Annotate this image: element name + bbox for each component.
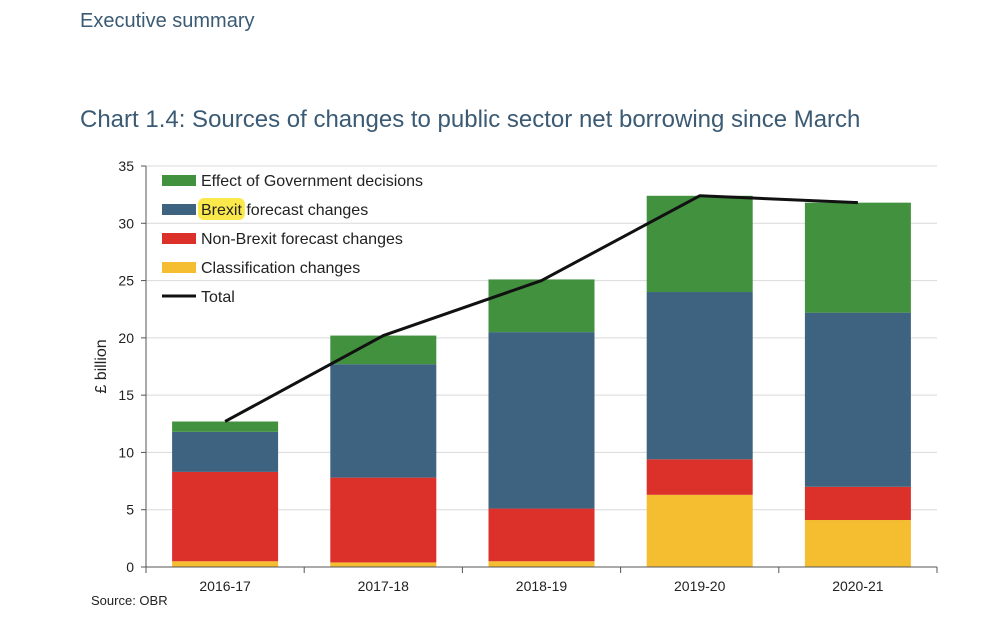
bar-segment-effect-of-government-decisions [804,202,911,313]
legend-color-swatch [162,233,196,244]
legend-highlight-marker [198,198,245,220]
legend-label-rest: forecast changes [242,202,368,219]
bar-segment-non-brexit-forecast-changes [172,471,279,562]
bar-segment-classification-changes [172,561,279,567]
y-tick-label: 10 [118,444,134,460]
bar-segment-classification-changes [804,520,911,567]
bar-segment-classification-changes [488,561,595,567]
legend-item: Classification changes [162,260,360,277]
bar-segment-brexit-forecast-changes [172,431,279,472]
bar-segment-non-brexit-forecast-changes [330,477,437,563]
legend-item: Non-Brexit forecast changes [162,231,403,248]
legend-label: Total [201,289,235,306]
bar-segment-classification-changes [646,494,753,567]
total-line [224,194,858,423]
y-tick-label: 20 [118,330,134,346]
x-tick-label: 2018-19 [516,578,568,594]
bar-segment-brexit-forecast-changes [488,332,595,509]
bar-segment-effect-of-government-decisions [488,279,595,333]
legend-label: Effect of Government decisions [201,173,423,190]
legend-color-swatch [162,204,196,215]
y-tick-label: 5 [126,502,134,518]
bar-segment-brexit-forecast-changes [330,364,437,478]
y-tick-label: 35 [118,158,134,174]
x-tick-label: 2020-21 [832,578,884,594]
legend-item: Total [162,289,235,306]
chart-title: Chart 1.4: Sources of changes to public … [80,106,861,133]
y-tick-label: 25 [118,273,134,289]
bar-segment-brexit-forecast-changes [646,292,753,460]
y-tick-label: 30 [118,215,134,231]
bar-segment-classification-changes [330,562,437,567]
bar-segment-non-brexit-forecast-changes [488,508,595,562]
bars [172,195,911,567]
legend-item: Brexit forecast changes [162,198,368,220]
bar-segment-non-brexit-forecast-changes [646,459,753,495]
legend: Effect of Government decisions Brexit for… [162,173,423,306]
total-line-group [224,194,858,423]
x-tick-label: 2017-18 [358,578,410,594]
legend-label-highlight: Brexit [201,202,242,219]
legend-label: Classification changes [201,260,360,277]
bar-segment-effect-of-government-decisions [646,195,753,293]
legend-color-swatch [162,175,196,186]
y-tick-label: 0 [126,559,134,575]
bar-segment-non-brexit-forecast-changes [804,486,911,521]
source-note: Source: OBR [91,593,168,608]
legend-label: Non-Brexit forecast changes [201,231,403,248]
axes: 0 5 10 15 20 25 30 35 2016-17 2017-18 2018-19 2019-… [93,158,938,594]
bar-segment-brexit-forecast-changes [804,312,911,487]
y-tick-label: 15 [118,387,134,403]
legend-color-swatch [162,262,196,273]
legend-label: Brexit forecast changes [201,202,368,219]
y-axis-label: £ billion [93,339,110,393]
bar-segment-effect-of-government-decisions [172,421,279,432]
x-tick-label: 2016-17 [199,578,251,594]
x-tick-label: 2019-20 [674,578,726,594]
bar-segment-effect-of-government-decisions [330,335,437,365]
running-head: Executive summary [80,10,255,32]
legend-item: Effect of Government decisions [162,173,423,190]
